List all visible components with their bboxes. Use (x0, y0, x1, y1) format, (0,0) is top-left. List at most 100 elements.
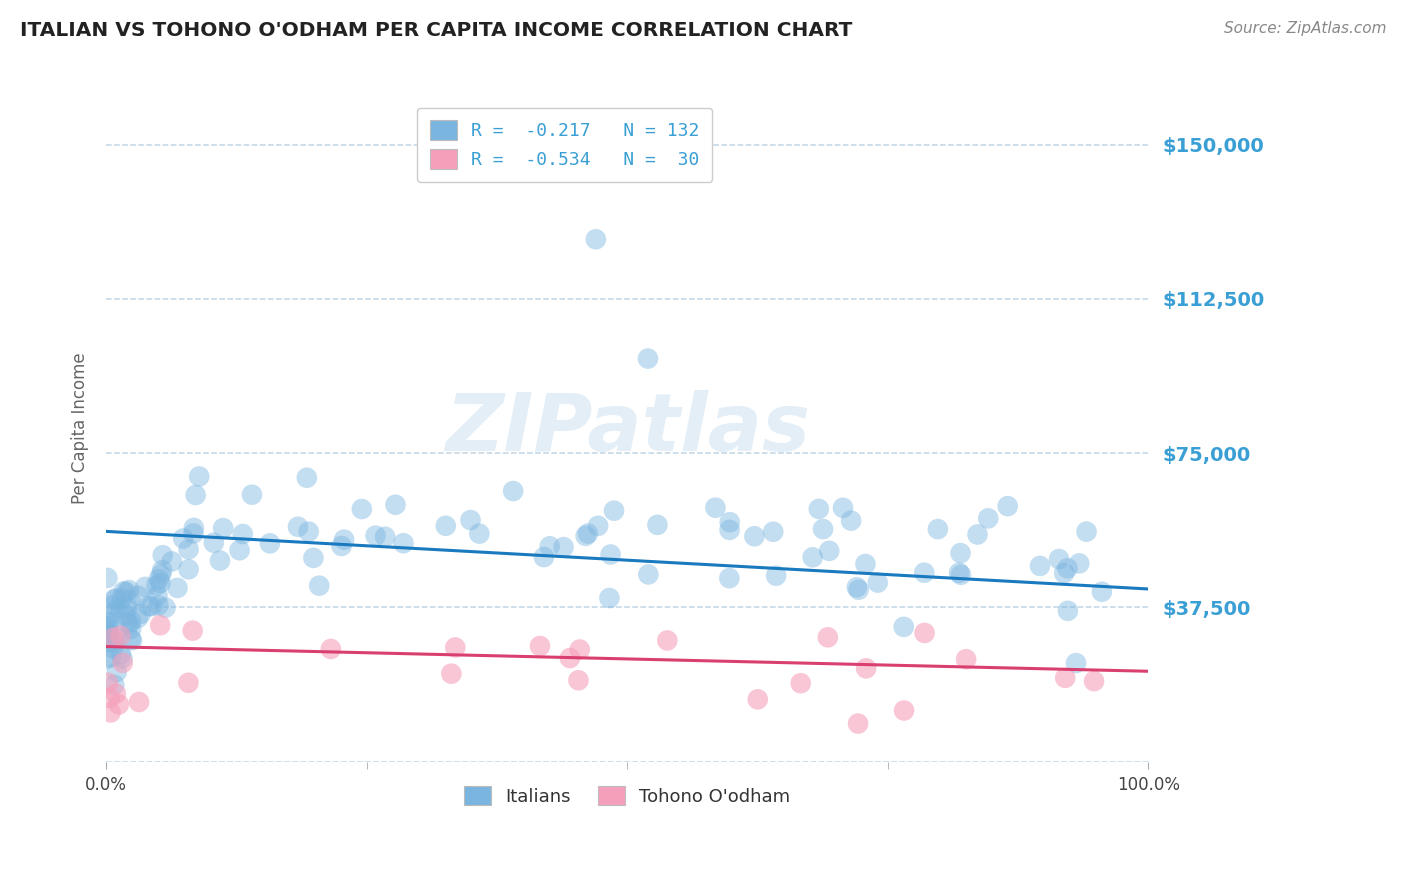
Point (762, 524, 785, 539)
Point (603, 504, 626, 518)
Point (647, 517, 669, 532)
Point (177, 562, 200, 576)
Point (949, 546, 972, 560)
Text: ZIPatlas: ZIPatlas (444, 390, 810, 467)
Point (120, 622, 142, 636)
Point (155, 600, 177, 615)
Point (97, 628, 120, 642)
Point (188, 469, 211, 483)
Point (152, 548, 174, 562)
Point (704, 500, 727, 515)
Point (150, 563, 173, 577)
Point (568, 642, 591, 657)
Point (295, 471, 318, 485)
Point (912, 566, 935, 580)
Point (141, 599, 163, 614)
Point (100, 706, 122, 720)
Point (966, 527, 988, 541)
Point (308, 579, 330, 593)
Point (149, 567, 172, 582)
Point (177, 542, 200, 557)
Text: Source: ZipAtlas.com: Source: ZipAtlas.com (1223, 21, 1386, 37)
Point (298, 524, 321, 539)
Point (103, 631, 125, 645)
Point (110, 629, 132, 643)
Point (585, 232, 607, 246)
Point (183, 526, 205, 541)
Point (104, 591, 127, 606)
Point (811, 522, 834, 536)
Point (801, 550, 824, 565)
Point (145, 579, 167, 593)
Point (115, 600, 138, 615)
Point (97, 675, 120, 690)
Point (1064, 656, 1087, 670)
Point (98, 635, 121, 649)
Point (181, 624, 204, 638)
Point (718, 571, 741, 585)
Point (149, 618, 172, 632)
Point (118, 583, 141, 598)
Point (1047, 552, 1070, 566)
Point (96, 615, 118, 630)
Point (855, 557, 877, 571)
Point (1091, 584, 1114, 599)
Point (576, 526, 599, 541)
Point (538, 539, 561, 553)
Point (893, 620, 915, 634)
Point (1076, 524, 1098, 539)
Point (184, 488, 207, 502)
Point (148, 599, 170, 613)
Point (818, 544, 841, 558)
Point (138, 599, 160, 614)
Point (172, 532, 194, 546)
Point (120, 632, 142, 646)
Point (364, 529, 387, 543)
Point (183, 521, 205, 535)
Point (444, 640, 467, 655)
Point (807, 502, 830, 516)
Point (129, 607, 152, 621)
Point (789, 676, 811, 690)
Point (103, 631, 125, 645)
Point (384, 498, 406, 512)
Point (955, 652, 977, 666)
Point (567, 673, 589, 688)
Point (1029, 558, 1052, 573)
Point (977, 511, 1000, 525)
Point (160, 554, 183, 568)
Point (832, 500, 855, 515)
Point (120, 593, 142, 607)
Point (350, 502, 373, 516)
Point (744, 529, 766, 543)
Point (330, 539, 353, 553)
Point (101, 641, 124, 656)
Point (333, 533, 356, 547)
Point (718, 515, 741, 529)
Point (97, 619, 120, 633)
Point (118, 617, 141, 632)
Point (105, 601, 128, 615)
Point (148, 572, 170, 586)
Point (127, 589, 149, 603)
Point (1053, 566, 1076, 581)
Point (866, 575, 889, 590)
Point (1056, 561, 1078, 575)
Point (115, 615, 138, 630)
Point (114, 608, 136, 623)
Point (927, 522, 949, 536)
Point (240, 488, 263, 502)
Point (134, 580, 156, 594)
Point (1054, 671, 1077, 685)
Point (104, 687, 127, 701)
Text: ITALIAN VS TOHONO O'ODHAM PER CAPITA INCOME CORRELATION CHART: ITALIAN VS TOHONO O'ODHAM PER CAPITA INC… (20, 21, 852, 40)
Point (845, 580, 868, 594)
Point (855, 661, 877, 675)
Point (553, 540, 575, 554)
Legend: Italians, Tohono O'odham: Italians, Tohono O'odham (457, 779, 797, 813)
Point (502, 483, 524, 498)
Point (598, 591, 620, 605)
Point (302, 550, 325, 565)
Point (1083, 674, 1105, 689)
Point (111, 591, 134, 606)
